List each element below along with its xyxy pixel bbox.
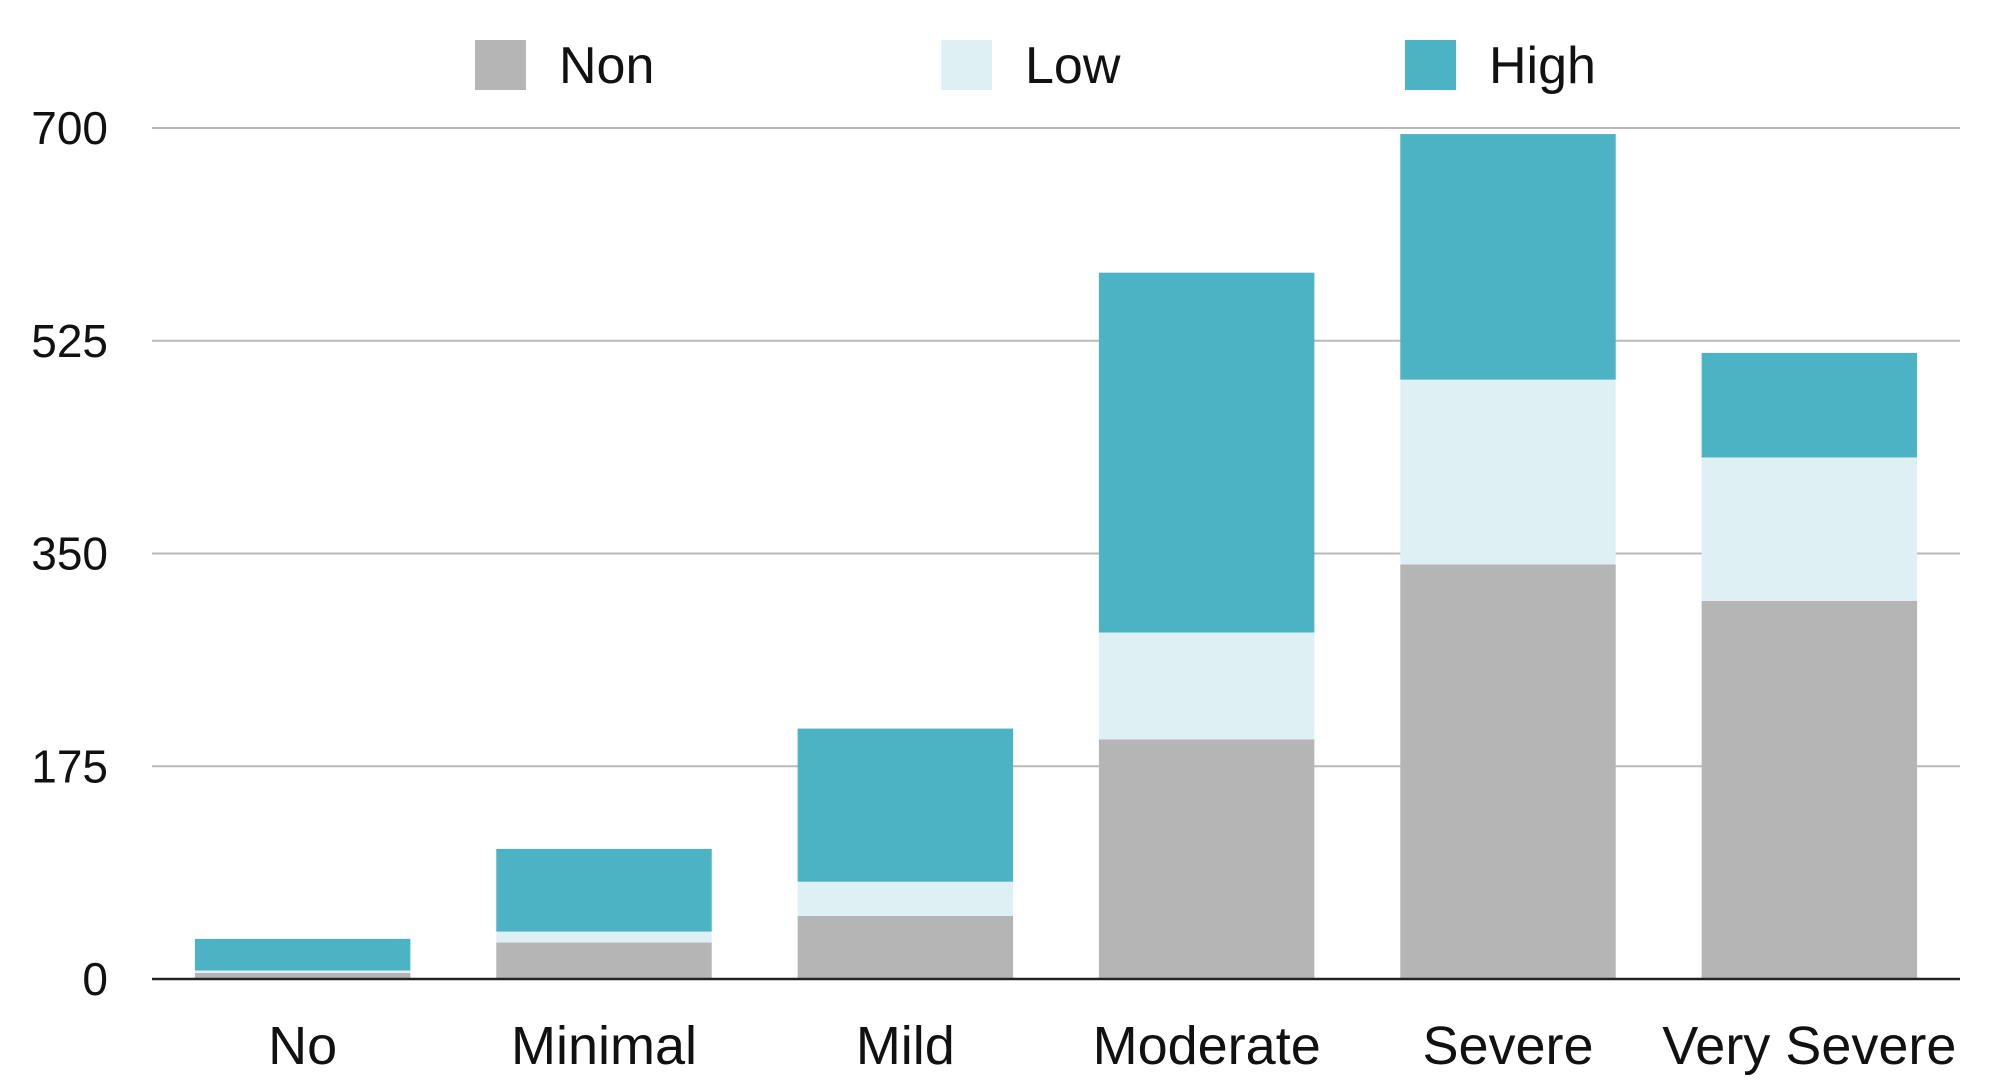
bar-segment-low-no [194, 970, 411, 973]
axes: 0 175 350 525 700 No Minimal Mild Moderate Severe… [31, 102, 1960, 1076]
x-tick-label: Minimal [511, 1016, 697, 1076]
legend-swatch-non [475, 40, 526, 90]
bar-segment-high-severe [1400, 134, 1616, 380]
x-tick-label: No [268, 1016, 337, 1076]
bar-segment-high-mild [797, 728, 1014, 882]
legend-label-high: High [1489, 37, 1596, 95]
legend-swatch-high [1405, 40, 1456, 90]
legend: Non Low High [475, 37, 1596, 95]
bar-segment-low-severe [1400, 379, 1616, 565]
bar-segment-non-moderate [1098, 739, 1315, 979]
y-tick-label: 0 [82, 953, 108, 1005]
y-tick-label: 175 [31, 740, 108, 792]
x-tick-label: Very Severe [1662, 1016, 1956, 1076]
bar-segment-non-very-severe [1701, 600, 1918, 979]
legend-swatch-low [941, 40, 992, 90]
bar-segment-high-no [194, 938, 411, 971]
bar-segment-non-no [194, 972, 411, 979]
bar-segment-high-minimal [496, 848, 712, 932]
bar-segment-non-minimal [496, 942, 712, 979]
x-tick-label: Severe [1422, 1016, 1593, 1076]
bar-segment-low-mild [797, 881, 1014, 916]
legend-label-low: Low [1025, 37, 1121, 95]
gridlines [152, 127, 1960, 768]
bar-segment-high-very-severe [1701, 352, 1918, 458]
legend-label-non: Non [559, 37, 654, 95]
bars [194, 134, 1918, 979]
y-tick-label: 350 [31, 528, 108, 580]
x-tick-label: Mild [856, 1016, 955, 1076]
bar-segment-low-very-severe [1701, 457, 1918, 601]
bar-segment-low-moderate [1098, 632, 1315, 740]
bar-segment-non-severe [1400, 564, 1616, 979]
y-tick-label: 525 [31, 315, 108, 367]
bar-segment-high-moderate [1098, 272, 1315, 633]
bar-segment-non-mild [797, 915, 1014, 979]
x-tick-label: Moderate [1093, 1016, 1321, 1076]
bar-segment-low-minimal [496, 931, 712, 943]
y-tick-label: 700 [31, 102, 108, 154]
